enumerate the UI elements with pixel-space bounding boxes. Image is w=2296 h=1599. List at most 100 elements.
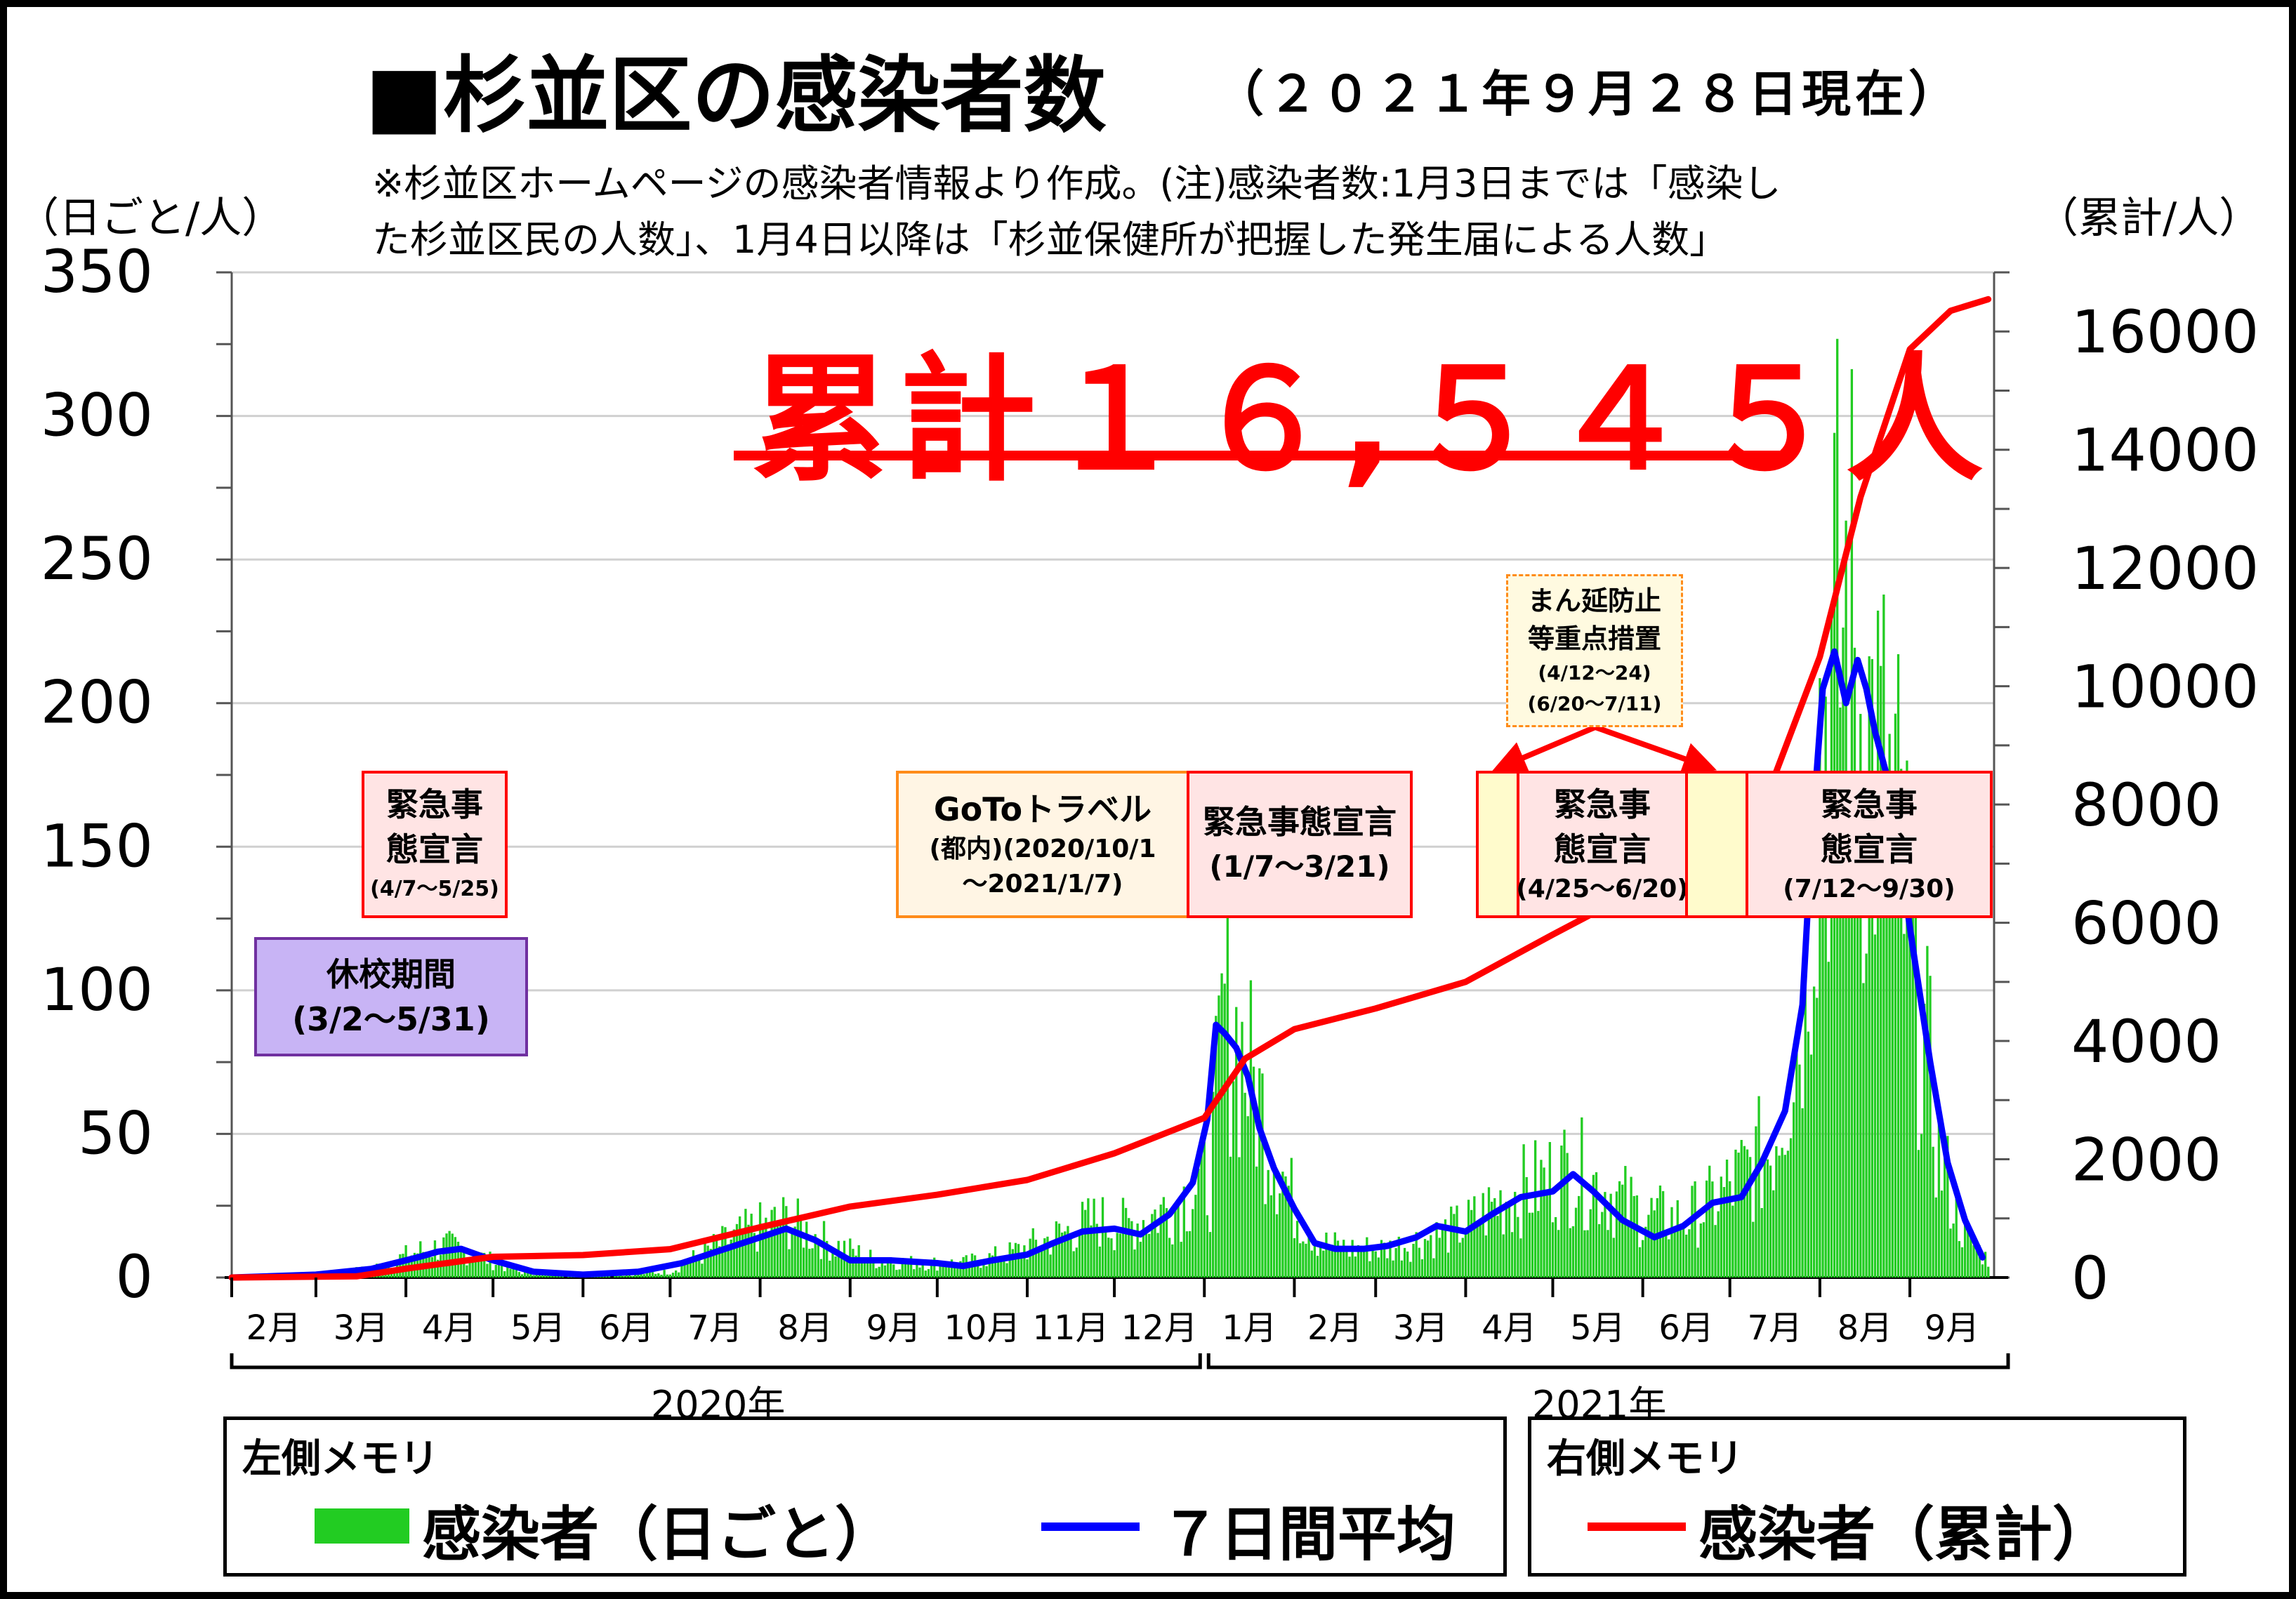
year-bracket-2020 bbox=[230, 1353, 1202, 1369]
daily-bar bbox=[1136, 1223, 1139, 1278]
daily-bar bbox=[1397, 1236, 1400, 1278]
daily-bar bbox=[936, 1270, 939, 1278]
month-label: 1月 bbox=[1222, 1308, 1277, 1348]
avg-line-swatch-icon bbox=[1041, 1522, 1140, 1531]
daily-bar bbox=[1540, 1160, 1543, 1278]
daily-bar bbox=[654, 1273, 657, 1278]
daily-bar bbox=[1130, 1221, 1133, 1278]
daily-bar bbox=[1258, 1068, 1261, 1278]
daily-bar bbox=[1801, 1108, 1804, 1278]
daily-bar bbox=[1505, 1202, 1507, 1278]
daily-bar bbox=[939, 1262, 942, 1278]
daily-bar bbox=[872, 1257, 875, 1278]
daily-bar bbox=[1400, 1260, 1404, 1278]
daily-bar bbox=[1208, 1232, 1212, 1278]
daily-bar bbox=[1958, 1241, 1961, 1278]
daily-bar bbox=[1380, 1240, 1383, 1278]
daily-bar bbox=[1560, 1145, 1563, 1278]
daily-bar bbox=[1095, 1223, 1098, 1278]
daily-bar bbox=[607, 1275, 611, 1278]
y2-tick-label: 6000 bbox=[2071, 889, 2222, 958]
daily-bar bbox=[753, 1233, 756, 1278]
daily-bar bbox=[1229, 1156, 1232, 1278]
daily-bar bbox=[1978, 1245, 1981, 1278]
daily-bar bbox=[1682, 1227, 1685, 1278]
daily-bar bbox=[1812, 986, 1816, 1278]
daily-bar bbox=[523, 1270, 527, 1278]
daily-bar bbox=[1798, 1064, 1801, 1278]
daily-bar bbox=[773, 1207, 776, 1278]
daily-bar bbox=[1052, 1242, 1055, 1278]
month-label: 12月 bbox=[1121, 1308, 1198, 1348]
daily-bar bbox=[451, 1233, 454, 1278]
daily-bar bbox=[1859, 714, 1862, 1278]
daily-bar bbox=[1046, 1236, 1049, 1278]
daily-bar bbox=[1519, 1238, 1522, 1278]
daily-bar bbox=[1903, 934, 1906, 1278]
daily-bar bbox=[527, 1270, 529, 1278]
daily-bar bbox=[1014, 1242, 1017, 1278]
month-label: 2月 bbox=[1307, 1308, 1363, 1348]
daily-bar bbox=[631, 1275, 634, 1278]
daily-bar bbox=[1377, 1257, 1380, 1278]
daily-bar bbox=[605, 1275, 608, 1278]
daily-bar bbox=[555, 1275, 558, 1278]
daily-bar bbox=[1220, 973, 1223, 1278]
daily-bar bbox=[1348, 1256, 1351, 1278]
daily-bar bbox=[1003, 1259, 1005, 1278]
daily-bar bbox=[1778, 1155, 1781, 1278]
annotation-title: 緊急事 bbox=[1554, 785, 1651, 823]
daily-bar bbox=[497, 1262, 501, 1278]
y-tick-label: 0 bbox=[116, 1242, 153, 1311]
daily-bar bbox=[686, 1263, 689, 1278]
daily-bar bbox=[1000, 1259, 1003, 1278]
daily-bar bbox=[1699, 1223, 1703, 1278]
daily-bar bbox=[875, 1268, 878, 1278]
month-label: 8月 bbox=[1838, 1308, 1893, 1348]
daily-bar bbox=[1688, 1229, 1691, 1278]
daily-bar bbox=[1856, 849, 1859, 1278]
daily-bar bbox=[1313, 1242, 1317, 1278]
daily-bar bbox=[741, 1232, 744, 1278]
daily-bar bbox=[1581, 1117, 1583, 1278]
daily-swatch-icon bbox=[315, 1508, 409, 1544]
daily-bar bbox=[1374, 1251, 1377, 1278]
daily-bar bbox=[1215, 1016, 1218, 1278]
daily-bar bbox=[1981, 1264, 1984, 1278]
daily-bar bbox=[1450, 1206, 1453, 1278]
daily-bar bbox=[886, 1263, 890, 1278]
daily-bar bbox=[1525, 1176, 1528, 1278]
daily-bar bbox=[1269, 1195, 1273, 1278]
y2-tick-label: 12000 bbox=[2071, 534, 2259, 603]
daily-bar bbox=[762, 1223, 765, 1278]
daily-bar bbox=[1482, 1193, 1484, 1278]
daily-bar bbox=[1133, 1249, 1136, 1278]
daily-bar bbox=[706, 1245, 709, 1278]
daily-bar bbox=[1453, 1214, 1456, 1278]
daily-bar bbox=[1923, 1003, 1926, 1278]
daily-bar bbox=[805, 1221, 808, 1278]
daily-bar bbox=[831, 1248, 834, 1278]
daily-bar bbox=[1493, 1197, 1496, 1278]
daily-bar bbox=[866, 1259, 869, 1278]
daily-bar bbox=[817, 1245, 819, 1278]
daily-bar bbox=[1967, 1223, 1970, 1278]
daily-bar bbox=[1987, 1266, 1990, 1278]
daily-bar bbox=[1255, 1166, 1258, 1278]
daily-bar bbox=[1107, 1238, 1110, 1278]
daily-bar bbox=[1389, 1240, 1392, 1278]
chart-title: ■杉並区の感染者数 bbox=[365, 47, 1107, 144]
daily-bar bbox=[550, 1275, 553, 1278]
daily-bar bbox=[1206, 1215, 1209, 1278]
daily-bar bbox=[863, 1259, 866, 1278]
daily-bar bbox=[880, 1261, 883, 1278]
daily-bar bbox=[1020, 1256, 1023, 1278]
daily-bar bbox=[1267, 1169, 1269, 1278]
daily-bar bbox=[628, 1274, 631, 1278]
daily-bar bbox=[1299, 1243, 1302, 1278]
daily-bar bbox=[982, 1265, 985, 1278]
daily-bar bbox=[785, 1206, 788, 1278]
daily-bar bbox=[1470, 1209, 1473, 1278]
daily-bar bbox=[1345, 1249, 1348, 1278]
daily-bar bbox=[532, 1275, 535, 1278]
